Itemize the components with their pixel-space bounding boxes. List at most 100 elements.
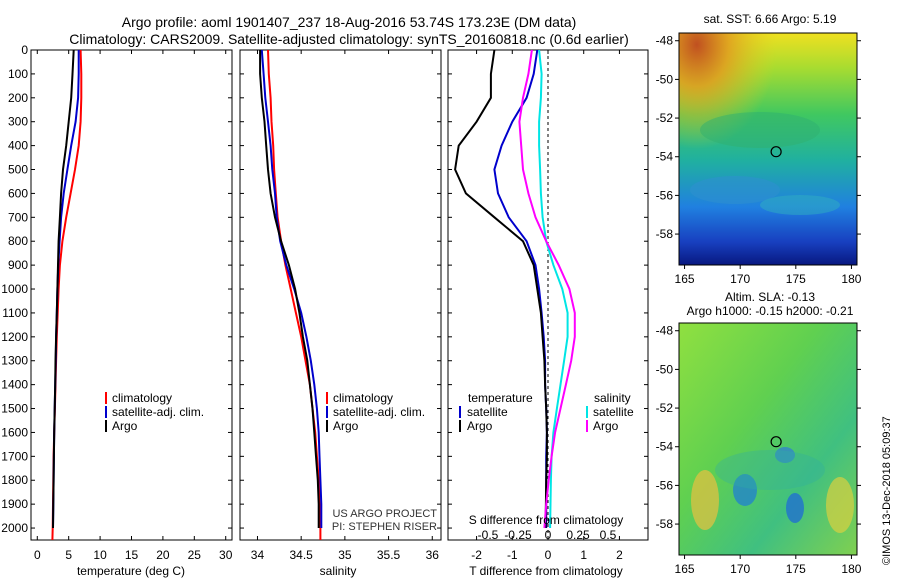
depth-tick-label: 400 [8,139,28,153]
map-y-tick-label: -50 [656,72,674,86]
legend-swatch-climatology [326,392,328,404]
legend-label-satellite: satellite-adj. clim. [333,405,425,419]
legend-label-argo: Argo [333,419,359,433]
difference-series [454,49,576,529]
map-y-tick-label: -54 [656,440,674,454]
series-line [518,49,576,529]
temperature-series [51,49,83,541]
legend-swatch-s-satellite [586,406,588,418]
legend-title-temperature: temperature [468,391,533,405]
difference-x-axis: -2 -1 0 1 2 [471,50,623,562]
map-y-tick-label: -52 [656,111,674,125]
sst-eddy-2 [760,195,840,215]
header-line-2: Climatology: CARS2009. Satellite-adjuste… [69,31,629,47]
x-tick-label: 2 [616,548,623,562]
depth-tick-label: 1100 [2,306,28,320]
depth-axis: 0 100 200 300 400 500 600 700 800 900 1000 1100 1200… [1,43,28,535]
map-x-tick-label: 175 [786,562,806,576]
map-x-tick-label: 165 [675,562,695,576]
map-y-tick-label: -56 [656,188,674,202]
depth-tick-label: 1600 [1,425,28,439]
depth-tick-label: 0 [21,43,28,57]
depth-tick-label: 1000 [1,282,28,296]
salinity-x-axis: 34 34.5 35 35.5 36 [251,50,439,562]
x-tick-label: 25 [188,548,202,562]
x-tick-label: 15 [125,548,139,562]
sla-low-1 [733,474,757,506]
temperature-panel: 0100200300400500600700800900100011001200… [1,43,232,578]
depth-tick-label: 1400 [1,378,28,392]
legend-label-s-satellite: satellite [593,405,634,419]
x-tick-label: 34.5 [289,548,313,562]
x-tick-label: 0 [545,548,552,562]
s-difference-tick-label: 0.25 [566,528,590,542]
depth-tick-label: 1800 [1,473,28,487]
map-y-tick-label: -58 [656,227,674,241]
x-tick-label: 30 [219,548,233,562]
temperature-plot-frame [30,49,233,541]
sst-front [700,112,820,148]
depth-tick-label: 1900 [1,497,28,511]
legend-label-s-argo: Argo [593,419,619,433]
sst-map-axes: 165 170 175 180 -48 -50 -52 -54 -56 -58 [656,34,862,286]
depth-tick-label: 1300 [1,354,28,368]
difference-legend-left: temperature satellite Argo [459,391,533,433]
map-y-tick-label: -56 [656,478,674,492]
depth-tick-label: 200 [8,91,28,105]
t-difference-axis-label: T difference from climatology [469,564,623,578]
depth-tick-label: 1700 [1,449,28,463]
legend-label-t-satellite: satellite [467,405,508,419]
depth-tick-label: 300 [8,115,28,129]
s-difference-tick-label: -0.25 [504,528,532,542]
legend-label-argo: Argo [112,419,138,433]
s-difference-axis-label: S difference from climatology [469,513,624,527]
legend-swatch-t-argo [459,420,461,432]
map-x-tick-label: 170 [730,562,750,576]
legend-title-salinity: salinity [594,391,631,405]
temperature-legend: climatology satellite-adj. clim. Argo [105,391,204,433]
salinity-axis-label: salinity [320,564,357,578]
legend-swatch-t-satellite [459,406,461,418]
x-tick-label: 35.5 [377,548,401,562]
sla-map-frame [678,322,858,556]
map-y-tick-label: -48 [656,324,674,338]
sla-low-3 [775,447,795,463]
argo-position-marker [770,436,782,448]
sst-map-frame [678,32,858,266]
depth-tick-label: 800 [8,234,28,248]
x-tick-label: 20 [156,548,170,562]
legend-swatch-s-argo [586,420,588,432]
x-tick-label: 1 [580,548,587,562]
map-y-tick-label: -50 [656,362,674,376]
x-tick-label: 10 [93,548,107,562]
x-tick-label: 5 [65,548,72,562]
depth-tick-label: 700 [8,210,28,224]
sla-map-title: Altim. SLA: -0.13 [725,290,815,304]
legend-swatch-argo [326,420,328,432]
argo-position-marker [770,146,782,158]
s-difference-tick-label: -0.5 [478,528,499,542]
header-line-1: Argo profile: aoml 1901407_237 18-Aug-20… [122,14,577,30]
salinity-legend: climatology satellite-adj. clim. Argo [326,391,425,433]
legend-label-climatology: climatology [333,391,393,405]
sla-low-2 [786,493,804,523]
series-line [259,50,320,528]
legend-swatch-satellite [326,406,328,418]
salinity-plot-frame [239,49,442,541]
s-difference-tick-label: 0 [545,528,552,542]
salinity-series [259,49,323,540]
legend-label-t-argo: Argo [467,419,493,433]
sla-map-axes: 165 170 175 180 -48 -50 -52 -54 -56 -58 [656,324,862,576]
series-line [52,49,75,529]
depth-tick-label: 600 [8,186,28,200]
difference-legend-right: salinity satellite Argo [586,391,634,433]
temperature-axis-label: temperature (deg C) [77,564,185,578]
sst-map-title: sat. SST: 6.66 Argo: 5.19 [704,12,837,26]
legend-swatch-argo [105,420,107,432]
x-tick-label: 34 [251,548,265,562]
map-x-tick-label: 180 [841,272,861,286]
depth-tick-label: 500 [8,163,28,177]
map-x-tick-label: 180 [841,562,861,576]
map-x-tick-label: 175 [786,272,806,286]
